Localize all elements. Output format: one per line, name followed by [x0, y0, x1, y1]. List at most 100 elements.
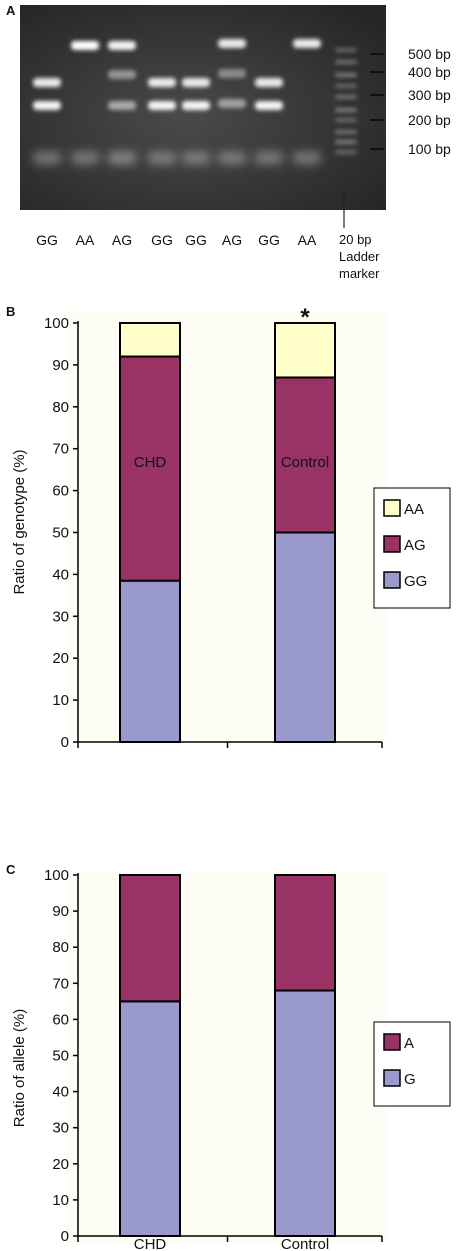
legend-label: G: [404, 1071, 416, 1088]
bar-segment-g: [274, 989, 336, 1237]
gel-band: [33, 101, 61, 110]
gel-bands: [33, 39, 357, 164]
y-tick-label: 100: [44, 315, 69, 332]
legend-swatch: [383, 535, 401, 553]
gel-band: [182, 101, 210, 110]
lane-label: AA: [76, 232, 95, 248]
legend-swatch: [383, 1033, 401, 1051]
panel-c-letter: C: [6, 862, 16, 877]
x-tick-label: Control: [281, 454, 329, 471]
y-tick-label: 50: [52, 525, 69, 542]
y-tick-label: 0: [61, 734, 69, 748]
ladder-band: [335, 60, 357, 64]
size-markers: 500 bp 400 bp 300 bp 200 bp 100 bp: [370, 46, 451, 157]
y-axis-label: Ratio of genotype (%): [11, 449, 28, 594]
y-tick-label: 60: [52, 1011, 69, 1028]
y-tick-label: 100: [44, 867, 69, 884]
bar-segment-a: [274, 874, 336, 992]
gel-band: [182, 152, 210, 164]
gel-band: [218, 99, 246, 108]
y-tick-label: 10: [52, 692, 69, 709]
y-tick-label: 80: [52, 939, 69, 956]
y-tick-label: 0: [61, 1228, 69, 1245]
ladder-label-line-3: marker: [339, 266, 380, 281]
legend-swatch: [383, 571, 401, 589]
gel-band: [71, 41, 99, 50]
legend-label: GG: [404, 573, 427, 590]
lane-label: GG: [36, 232, 58, 248]
legend: AA AG GG: [373, 487, 451, 609]
ladder-band: [335, 84, 357, 88]
x-tick-label: CHD: [134, 1236, 167, 1251]
gel-band: [218, 152, 246, 164]
y-tick-label: 10: [52, 1192, 69, 1209]
lane-label: GG: [151, 232, 173, 248]
legend: AG: [373, 1021, 451, 1107]
gel-band: [71, 152, 99, 164]
y-tick-label: 90: [52, 903, 69, 920]
y-tick-label: 70: [52, 441, 69, 458]
bar-segment-aa: [274, 322, 336, 379]
y-tick-label: 30: [52, 1120, 69, 1137]
legend-label: AA: [404, 501, 424, 518]
gel-band: [293, 39, 321, 48]
gel-band: [148, 152, 176, 164]
x-tick-label: CHD: [134, 454, 167, 471]
allele-chart: C 0 10 20 30 40 50 60 70 80 90 100 CHD Control Ratio…: [6, 862, 451, 1251]
legend-swatch: [383, 1069, 401, 1087]
ladder-label-line-2: Ladder: [339, 249, 380, 264]
y-tick-label: 30: [52, 608, 69, 625]
gel-band: [218, 69, 246, 78]
bars: *: [119, 304, 336, 743]
gel-band: [108, 101, 136, 110]
y-tick-label: 60: [52, 483, 69, 500]
y-tick-label: 50: [52, 1048, 69, 1065]
ladder-band: [335, 130, 357, 134]
panel-b-letter: B: [6, 304, 15, 319]
gel-band: [218, 39, 246, 48]
genotype-chart: B * 0 10 20 30 40 50 60 70 80 90 100 CHD Control Rat…: [6, 304, 451, 748]
gel-band: [108, 70, 136, 79]
marker-label: 100 bp: [408, 141, 451, 157]
bars: [119, 874, 336, 1237]
y-tick-label: 20: [52, 650, 69, 667]
significance-annotation: *: [300, 304, 310, 331]
marker-label: 400 bp: [408, 64, 451, 80]
gel-band: [182, 78, 210, 87]
ladder-band: [335, 95, 357, 99]
bar-segment-gg: [274, 531, 336, 743]
gel-band: [293, 152, 321, 164]
y-tick-label: 40: [52, 566, 69, 583]
lane-label: AG: [222, 232, 242, 248]
plot-area: [68, 872, 386, 1242]
ladder-label: 20 bp Ladder marker: [339, 232, 383, 281]
axes: 0 10 20 30 40 50 60 70 80 90 100 CHD Control: [44, 315, 383, 748]
gel-band: [148, 78, 176, 87]
legend-swatch: [383, 499, 401, 517]
y-axis-label: Ratio of allele (%): [11, 1009, 28, 1127]
gel-band: [108, 41, 136, 50]
gel-band: [148, 101, 176, 110]
marker-label: 500 bp: [408, 46, 451, 62]
gel-band: [33, 152, 61, 164]
bar-segment-ag: [119, 355, 181, 582]
y-tick-label: 70: [52, 975, 69, 992]
lane-label: GG: [258, 232, 280, 248]
marker-label: 300 bp: [408, 87, 451, 103]
y-tick-label: 20: [52, 1156, 69, 1173]
gel-band: [255, 152, 283, 164]
gel-band: [108, 152, 136, 164]
ladder-band: [335, 150, 357, 154]
y-tick-label: 90: [52, 357, 69, 374]
bar-segment-aa: [119, 322, 181, 358]
legend-label: A: [404, 1035, 414, 1052]
bar-segment-gg: [119, 579, 181, 743]
lane-label: AA: [298, 232, 317, 248]
lane-label: AG: [112, 232, 132, 248]
panel-a-letter: A: [6, 3, 16, 18]
gel-band: [255, 101, 283, 110]
gel-band: [33, 78, 61, 87]
plot-area: [68, 312, 386, 742]
y-tick-label: 80: [52, 399, 69, 416]
